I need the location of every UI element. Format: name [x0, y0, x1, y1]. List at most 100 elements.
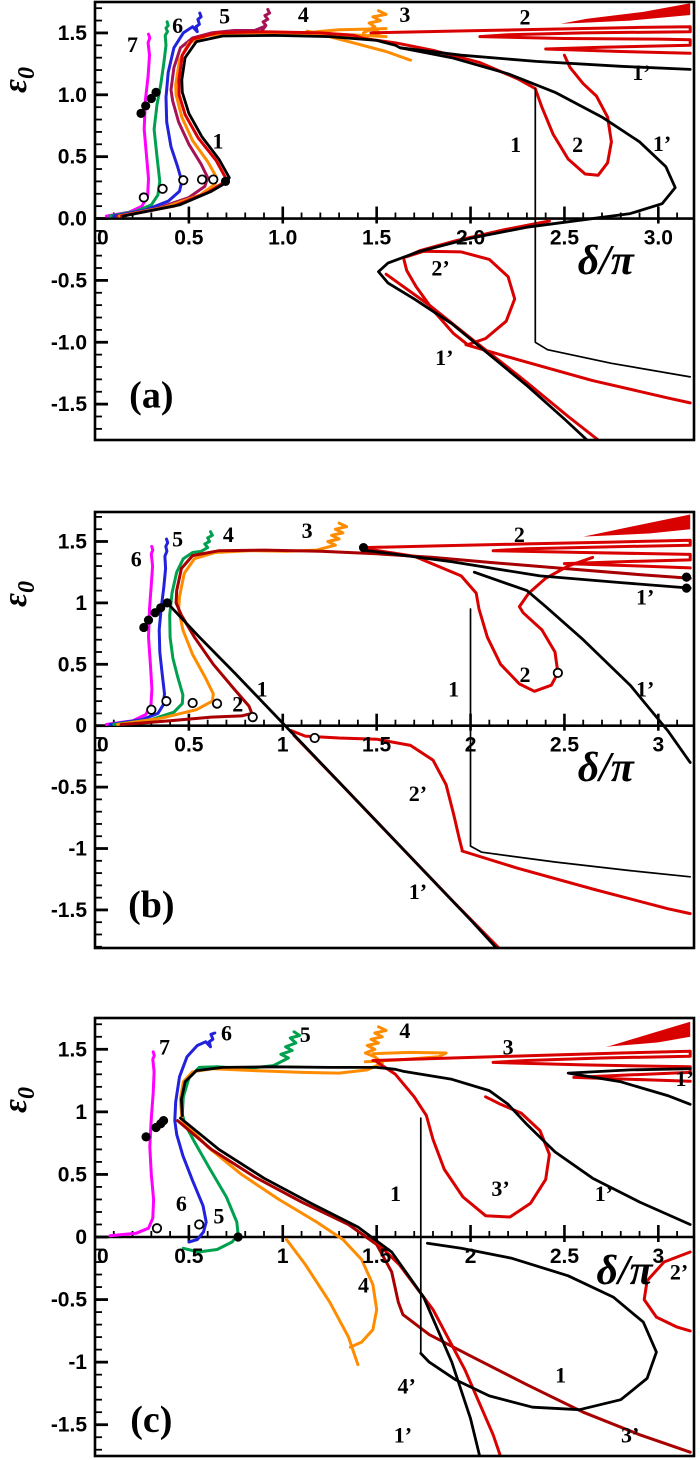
curve-label: 2	[514, 522, 525, 547]
y-tick-label: -1	[68, 838, 87, 861]
curve-label: 1’	[435, 345, 453, 370]
x-tick-label: 0.5	[174, 734, 204, 757]
y-tick-label: 1	[75, 592, 87, 615]
curve-label: 1	[390, 1181, 401, 1206]
panel-plot-area	[95, 3, 694, 440]
x-tick-label: 3	[652, 734, 664, 757]
open-circle-marker	[208, 174, 219, 185]
curve-label: 2’	[431, 256, 449, 281]
curve-label: 1	[448, 677, 459, 702]
y-tick-label: 0	[75, 715, 87, 738]
curve-4-green	[112, 530, 214, 726]
open-circle-marker	[247, 712, 258, 723]
panel-plot-area	[95, 1021, 694, 1456]
curve-2p-red-tail	[460, 849, 692, 916]
panel-c: 0 0.5 1 1.5 2 2.5 3 1.5 1 0.5 0 -0.5 -1 -1.5 ε0 7 6 5 4 3 1’…	[0, 1016, 696, 1458]
curve-label: 1’	[653, 131, 671, 156]
curve-label: 2	[520, 662, 531, 687]
curve-4-maroon	[116, 7, 272, 218]
filled-circle-marker	[141, 1132, 151, 1142]
y-tick-label: -1.5	[51, 393, 88, 416]
curve-2-red-comb	[362, 538, 692, 570]
filled-circle-marker	[158, 1116, 169, 1126]
curve-label: 1’	[595, 1181, 613, 1206]
curve-label: 3’	[491, 1176, 509, 1201]
curve-1p-red-diag	[369, 1235, 503, 1456]
y-tick-label: -0.5	[51, 776, 88, 799]
x-tick-label: 1.5	[362, 227, 392, 250]
filled-circle-marker	[143, 615, 154, 625]
open-circle-marker	[161, 696, 172, 707]
open-circle-marker	[194, 1219, 205, 1230]
y-axis-title: ε0	[0, 1087, 40, 1113]
open-circle-marker	[157, 183, 168, 194]
x-tick-label: 2.5	[550, 227, 580, 250]
open-circle-marker	[146, 704, 157, 715]
curve-label: 6	[172, 13, 183, 38]
filled-circle-marker	[156, 603, 166, 613]
curve-1-black-loop	[419, 1241, 658, 1412]
curve-label: 5	[172, 527, 183, 552]
x-tick-label: 2	[465, 734, 477, 757]
curve-1p-black-line	[362, 548, 692, 590]
open-circle-marker	[178, 175, 189, 186]
panel-plot-area	[95, 514, 694, 948]
filled-circle-marker	[358, 543, 369, 553]
y-tick-label: 0.5	[58, 653, 88, 676]
curve-label: 4	[399, 1018, 410, 1043]
x-axis-title: δ/π	[578, 238, 635, 284]
x-tick-label: 1.0	[268, 227, 297, 250]
curve-1-black-vertical	[534, 87, 692, 378]
x-tick-label: 2.5	[550, 1245, 580, 1268]
y-tick-label: 0	[75, 1226, 87, 1249]
panel-label: (b)	[128, 884, 174, 926]
y-tick-label: -0.5	[51, 269, 88, 292]
x-axis-title: δ/π	[578, 745, 635, 791]
curve-label: 2	[520, 5, 531, 30]
curve-label: 4	[298, 2, 309, 27]
panel-label: (a)	[129, 375, 173, 417]
curve-1-black-diag	[165, 601, 499, 948]
curve-1-black-s	[179, 1116, 482, 1456]
panel-frame	[93, 1016, 696, 1458]
curve-label: 1	[212, 128, 223, 153]
x-tick-label: 2	[465, 1245, 477, 1268]
open-circle-marker	[196, 174, 208, 185]
curve-label: 1’	[632, 60, 650, 85]
curve-label: 2’	[670, 1260, 688, 1285]
y-tick-label: -0.5	[51, 1289, 88, 1312]
y-tick-label: 0.5	[58, 146, 88, 169]
curve-2-darkred	[119, 548, 692, 726]
curve-5-blue	[108, 537, 170, 726]
x-tick-label: 0	[97, 734, 109, 757]
y-axis-title: ε0	[0, 67, 40, 93]
curve-3-red-wedge	[605, 1021, 691, 1047]
x-tick-label: 1	[277, 1245, 289, 1268]
open-circle-marker	[211, 698, 223, 709]
curve-label: 3’	[621, 1422, 639, 1447]
filled-circle-marker	[151, 87, 161, 97]
panel-frame	[93, 510, 696, 950]
filled-circle-marker	[139, 622, 149, 633]
panel-frame	[93, 0, 696, 442]
curve-6-blue	[173, 1031, 217, 1244]
open-circle-marker	[309, 732, 320, 744]
curve-label: 6	[131, 546, 142, 571]
curve-7-magenta	[108, 1050, 156, 1238]
curve-label: 1’	[636, 677, 654, 702]
curve-3-orange	[116, 521, 349, 726]
curve-1-black-top	[180, 1065, 692, 1226]
filled-circle-marker	[681, 572, 692, 582]
y-tick-label: -1	[68, 1351, 87, 1374]
curve-2p-red	[289, 729, 464, 852]
x-tick-label: 0.5	[174, 1245, 204, 1268]
curve-label: 6	[221, 1021, 232, 1046]
curve-label: 5	[300, 1022, 311, 1047]
y-tick-label: -1.5	[51, 1414, 88, 1437]
curve-1-black-hairpin-right	[566, 1067, 692, 1106]
curve-label: 1’	[636, 584, 654, 609]
curve-3-darkred-s	[176, 1119, 692, 1454]
curve-2-red-comb	[369, 25, 692, 55]
curve-1-black	[121, 34, 677, 440]
